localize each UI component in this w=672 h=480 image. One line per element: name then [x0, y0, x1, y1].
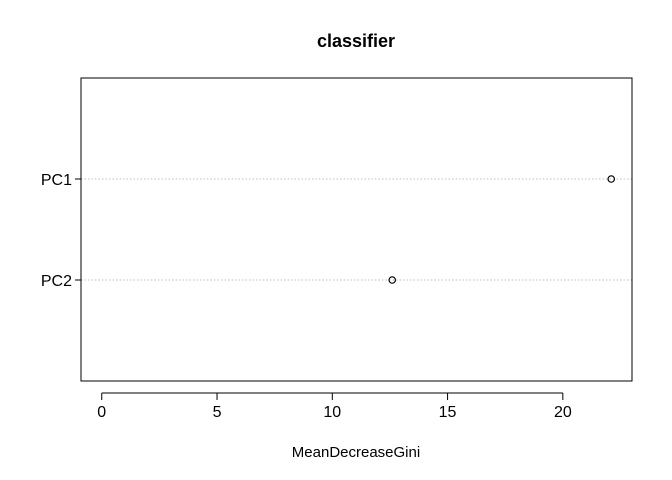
x-tick-label-20: 20: [554, 404, 572, 421]
x-axis: 0 5 10 15 20: [97, 392, 572, 421]
x-axis-title: MeanDecreaseGini: [292, 444, 420, 461]
x-tick-label-5: 5: [213, 404, 222, 421]
data-point-pc2: [388, 276, 397, 284]
y-tick-label-pc1: PC1: [41, 172, 72, 189]
chart-title: classifier: [317, 31, 395, 51]
y-tick-label-pc2: PC2: [41, 273, 72, 290]
x-tick-label-15: 15: [439, 404, 457, 421]
grid-lines: [81, 178, 632, 281]
data-point-pc1: [607, 175, 616, 183]
x-tick-label-0: 0: [97, 404, 106, 421]
x-axis-tick-labels: 0 5 10 15 20: [97, 404, 572, 421]
y-axis-labels: PC1 PC2: [41, 172, 81, 290]
plot-frame: [80, 77, 633, 382]
x-axis-ticks: [101, 393, 564, 400]
data-points: [388, 175, 616, 284]
x-tick-label-10: 10: [323, 404, 341, 421]
